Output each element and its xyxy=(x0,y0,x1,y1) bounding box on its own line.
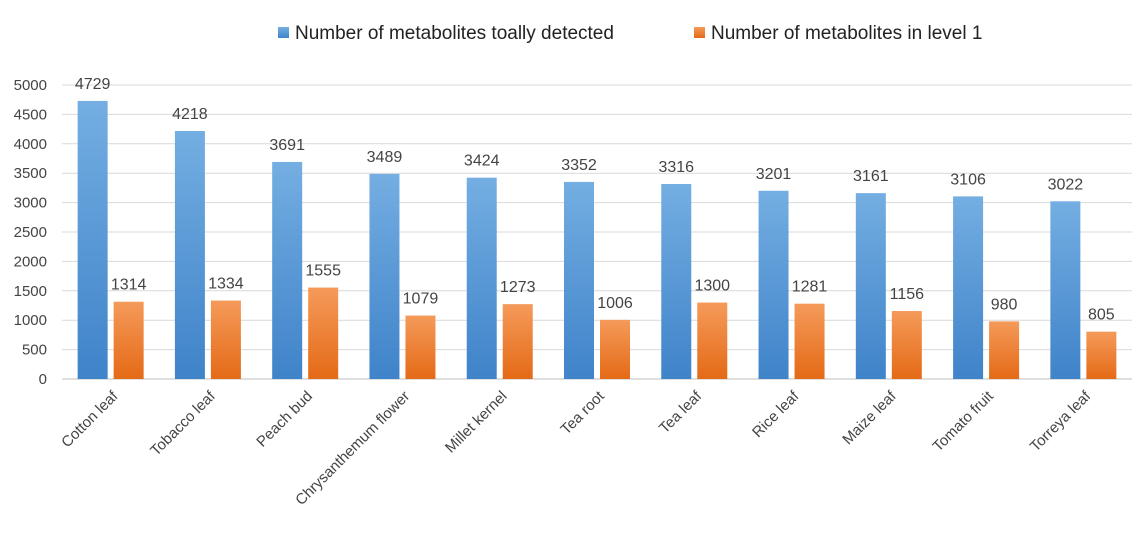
bar-level-1 xyxy=(1086,331,1117,379)
x-category-label: Tobacco leaf xyxy=(147,387,219,459)
data-label: 3352 xyxy=(561,157,597,174)
x-category-label: Torreya leaf xyxy=(1027,387,1095,455)
bar-total-detected xyxy=(953,196,984,379)
bar-level-1 xyxy=(405,315,436,379)
bar-total-detected xyxy=(466,177,497,379)
x-category-label: Maize leaf xyxy=(839,387,900,448)
data-label: 3022 xyxy=(1048,176,1084,193)
bar-total-detected xyxy=(77,100,108,379)
bar-level-1 xyxy=(502,304,533,379)
data-label: 1273 xyxy=(500,279,536,296)
data-label: 3489 xyxy=(367,149,403,166)
y-tick-label: 0 xyxy=(39,371,47,388)
y-tick-label: 3000 xyxy=(14,195,47,212)
data-label: 1156 xyxy=(890,286,925,303)
data-label: 4218 xyxy=(172,106,208,123)
data-label: 805 xyxy=(1088,307,1115,324)
bar-total-detected xyxy=(855,193,886,379)
bar-level-1 xyxy=(113,301,144,379)
y-axis: 0 500 1000 1500 2000 2500 3000 3500 4000 4500 5000 xyxy=(14,77,1132,388)
x-category-label: Millet kernel xyxy=(442,388,511,457)
data-label: 3424 xyxy=(464,153,500,170)
data-label: 3691 xyxy=(269,137,305,154)
bar-level-1 xyxy=(600,319,630,379)
data-label: 1079 xyxy=(403,291,439,308)
y-tick-label: 5000 xyxy=(14,77,47,94)
data-label: 3161 xyxy=(853,168,889,185)
y-tick-label: 1500 xyxy=(14,283,47,300)
data-label: 1314 xyxy=(111,277,147,294)
data-label: 1281 xyxy=(792,279,828,296)
bar-total-detected xyxy=(369,173,400,379)
x-category-label: Tea leaf xyxy=(656,387,706,437)
bar-total-detected xyxy=(1050,201,1081,379)
bar-total-detected xyxy=(661,184,692,379)
x-axis: Cotton leaf Tobacco leaf Peach budChrysant… xyxy=(58,387,1095,509)
bar-level-1 xyxy=(794,303,825,379)
data-labels: 4729 1314 4218 1334 3691 1555 3489 1079 3424 1273… xyxy=(75,76,1115,324)
data-label: 1300 xyxy=(694,278,730,295)
y-tick-label: 1000 xyxy=(14,312,47,329)
x-category-label: Peach bud xyxy=(253,388,316,451)
y-tick-label: 4000 xyxy=(14,136,47,153)
bar-total-detected xyxy=(564,181,594,379)
x-category-label: Tomato fruit xyxy=(929,387,997,455)
legend: Number of metabolites toally detected Num… xyxy=(278,23,982,44)
y-tick-label: 4500 xyxy=(14,106,47,123)
x-category-label: Cotton leaf xyxy=(58,387,122,451)
y-tick-label: 500 xyxy=(22,342,47,359)
data-label: 1334 xyxy=(208,276,244,293)
legend-swatch-level-1 xyxy=(694,27,705,38)
y-tick-label: 3500 xyxy=(14,165,47,182)
bar-level-1 xyxy=(891,311,922,379)
y-tick-label: 2500 xyxy=(14,224,47,241)
y-tick-label: 2000 xyxy=(14,253,47,270)
data-label: 1006 xyxy=(597,295,633,312)
bar-level-1 xyxy=(210,300,241,379)
x-category-label: Rice leaf xyxy=(749,387,803,441)
bar-level-1 xyxy=(308,287,339,379)
bar-total-detected xyxy=(174,130,205,379)
data-label: 3106 xyxy=(950,171,986,188)
bar-level-1 xyxy=(697,302,728,379)
legend-label: Number of metabolites in level 1 xyxy=(711,23,982,44)
data-label: 4729 xyxy=(75,76,111,93)
data-label: 3201 xyxy=(756,166,792,183)
bar-level-1 xyxy=(989,321,1020,379)
legend-swatch-total xyxy=(278,27,289,38)
bars xyxy=(77,100,1117,379)
bar-total-detected xyxy=(758,190,789,379)
x-category-label: Chrysanthemum flower xyxy=(292,388,413,509)
data-label: 1555 xyxy=(305,263,341,280)
x-category-label: Tea root xyxy=(557,387,608,438)
legend-label: Number of metabolites toally detected xyxy=(295,23,614,44)
bar-total-detected xyxy=(272,161,303,379)
data-label: 980 xyxy=(991,296,1018,313)
data-label: 3316 xyxy=(658,159,694,176)
